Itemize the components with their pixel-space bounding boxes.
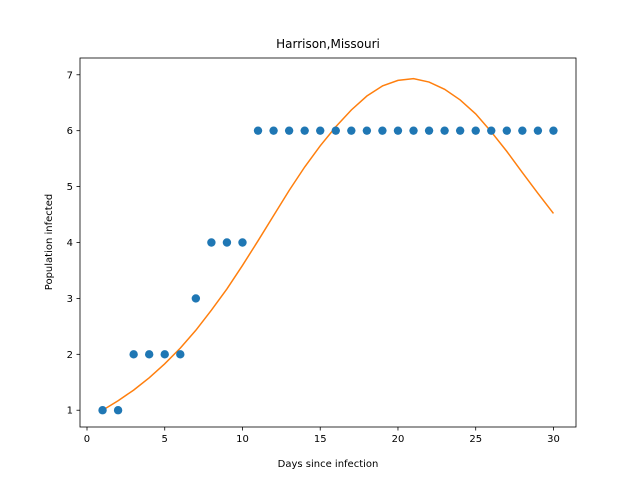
y-tick-label: 7 (67, 70, 73, 81)
data-point (222, 238, 232, 247)
data-point (284, 126, 294, 135)
y-tick-label: 6 (67, 126, 73, 137)
data-point (393, 126, 403, 135)
data-point (144, 350, 154, 359)
data-point (269, 126, 278, 135)
data-point (316, 126, 325, 135)
data-point (549, 126, 558, 135)
data-point (424, 126, 434, 135)
data-point (533, 126, 543, 135)
data-point (176, 350, 185, 359)
x-tick-label: 10 (236, 434, 249, 445)
data-point (347, 126, 356, 135)
data-point (455, 126, 465, 135)
axes: 0 5 10 15 20 25 30 1 2 3 4 5 6 7 (67, 57, 577, 445)
y-tick-label: 2 (67, 350, 73, 361)
data-point (253, 126, 263, 135)
data-point (471, 126, 480, 135)
x-tick-label: 5 (162, 434, 168, 445)
x-tick-label: 15 (314, 434, 327, 445)
fit-curve-line (102, 77, 555, 411)
x-tick-label: 25 (469, 434, 482, 445)
plot-area (98, 77, 558, 415)
y-axis-label: Population infected (44, 194, 55, 290)
x-axis-label: Days since infection (278, 459, 379, 470)
y-tick-label: 5 (67, 182, 73, 193)
chart-title: Harrison,Missouri (276, 37, 380, 51)
data-point (238, 238, 247, 247)
data-point (113, 406, 123, 415)
data-point (518, 126, 527, 135)
y-tick-label: 1 (67, 406, 73, 417)
data-point (331, 126, 340, 135)
data-point (160, 350, 169, 359)
data-point (129, 350, 138, 359)
data-point (502, 126, 512, 135)
x-tick-label: 0 (84, 434, 90, 445)
data-point (409, 126, 418, 135)
data-point (378, 126, 387, 135)
data-point (362, 126, 372, 135)
data-point (487, 126, 496, 135)
x-tick-label: 20 (392, 434, 405, 445)
data-point (207, 238, 216, 247)
data-point (300, 126, 309, 135)
data-point (98, 406, 107, 415)
x-tick-label: 30 (547, 434, 560, 445)
data-point (440, 126, 449, 135)
y-tick-label: 4 (67, 238, 73, 249)
y-tick-label: 3 (67, 294, 73, 305)
data-point (191, 294, 201, 303)
